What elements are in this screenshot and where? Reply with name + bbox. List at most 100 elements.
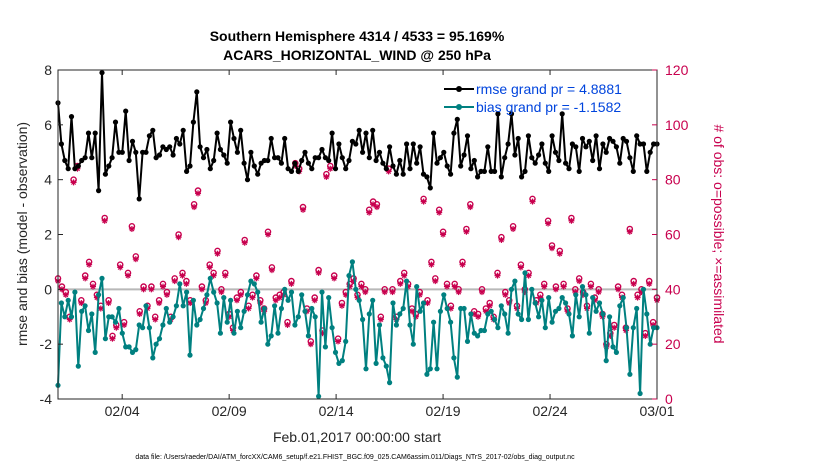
rmse-point xyxy=(519,174,525,180)
assimilated-obs-marker xyxy=(132,256,139,263)
assimilated-obs-marker xyxy=(284,321,291,328)
bias-point xyxy=(119,330,125,336)
assimilated-obs-marker xyxy=(323,173,330,180)
rmse-point xyxy=(414,160,420,166)
bias-point xyxy=(116,305,122,312)
rmse-point xyxy=(170,152,176,158)
rmse-point xyxy=(532,160,538,166)
bias-point xyxy=(68,314,75,320)
bias-point xyxy=(508,286,515,292)
bias-point xyxy=(163,305,169,312)
assimilated-obs-marker xyxy=(335,338,342,345)
rmse-point xyxy=(617,160,623,166)
y-axis-label-right: # of obs: o=possible; ×=assimilated xyxy=(711,124,727,343)
rmse-point xyxy=(180,127,186,133)
bias-point xyxy=(282,286,288,292)
bias-point xyxy=(79,308,85,314)
rmse-point xyxy=(309,166,315,172)
rmse-point xyxy=(288,168,295,174)
assimilated-obs-marker xyxy=(90,283,97,290)
rmse-point xyxy=(475,174,481,180)
bias-point xyxy=(167,319,173,325)
bias-point xyxy=(640,286,647,292)
assimilated-obs-marker xyxy=(502,291,509,298)
rmse-point xyxy=(434,160,440,166)
bias-point xyxy=(414,284,420,290)
rmse-point xyxy=(244,177,251,183)
rmse-point xyxy=(207,166,213,172)
assimilated-obs-marker xyxy=(265,231,272,238)
rmse-point xyxy=(187,163,193,169)
rmse-point xyxy=(343,166,349,172)
assimilated-obs-marker xyxy=(381,289,388,296)
rmse-point xyxy=(437,155,443,161)
bias-point xyxy=(228,297,234,303)
bias-point xyxy=(417,308,423,314)
rmse-point xyxy=(410,141,416,147)
bias-point xyxy=(319,289,325,295)
rmse-point xyxy=(424,174,430,180)
data-file-footer: data file: /Users/raeder/DAI/ATM_forcXX/… xyxy=(135,454,575,461)
assimilated-obs-marker xyxy=(634,294,641,301)
assimilated-obs-marker xyxy=(595,289,602,296)
bias-point xyxy=(275,330,281,336)
assimilated-obs-marker xyxy=(545,220,552,227)
bias-point xyxy=(427,366,433,372)
rmse-point xyxy=(390,163,396,169)
rmse-point xyxy=(275,155,281,161)
assimilated-obs-marker xyxy=(163,291,170,298)
rmse-point xyxy=(112,119,119,125)
rmse-point xyxy=(197,144,203,150)
rmse-point xyxy=(302,149,308,155)
rmse-point xyxy=(184,168,190,174)
rmse-point xyxy=(231,135,237,142)
assimilated-obs-marker xyxy=(611,324,618,331)
rmse-point xyxy=(529,155,535,161)
rmse-point xyxy=(228,119,234,125)
y-tick-label-right: 80 xyxy=(665,172,681,188)
bias-point xyxy=(512,278,518,284)
bias-point xyxy=(498,303,504,309)
assimilated-obs-marker xyxy=(467,204,474,211)
bias-point xyxy=(126,344,132,350)
rmse-point xyxy=(380,160,386,166)
rmse-point xyxy=(458,163,464,169)
rmse-point xyxy=(370,127,376,133)
rmse-point xyxy=(647,149,653,155)
rmse-point xyxy=(481,168,487,174)
rmse-point xyxy=(85,130,92,136)
bias-point xyxy=(173,303,179,309)
rmse-point xyxy=(102,171,108,177)
y-tick-label-left: -2 xyxy=(40,336,53,352)
rmse-point xyxy=(360,149,366,155)
rmse-point xyxy=(383,166,389,172)
rmse-point xyxy=(387,144,393,150)
rmse-point xyxy=(644,168,650,174)
assimilated-obs-marker xyxy=(494,272,501,279)
rmse-point xyxy=(464,133,471,139)
bias-point xyxy=(376,322,383,328)
rmse-point xyxy=(393,171,399,177)
bias-point xyxy=(397,311,403,317)
assimilated-obs-marker xyxy=(148,286,155,293)
assimilated-obs-marker xyxy=(245,305,252,312)
rmse-point xyxy=(630,168,636,174)
rmse-point xyxy=(448,171,454,177)
bias-point xyxy=(610,344,616,350)
assimilated-obs-marker xyxy=(568,217,575,224)
bias-point xyxy=(542,325,548,331)
rmse-point xyxy=(332,166,339,172)
rmse-point xyxy=(542,160,548,166)
y-tick-label-left: 6 xyxy=(44,117,52,133)
rmse-point xyxy=(566,166,572,172)
rmse-point xyxy=(407,166,413,172)
assimilated-obs-marker xyxy=(529,198,536,205)
bias-point xyxy=(556,305,562,312)
assimilated-obs-marker xyxy=(420,198,427,205)
assimilated-obs-marker xyxy=(587,283,594,290)
bias-point xyxy=(234,308,240,314)
rmse-point xyxy=(204,146,210,153)
bias-point xyxy=(532,300,538,306)
assimilated-obs-marker xyxy=(218,289,225,296)
bias-point xyxy=(140,325,146,331)
